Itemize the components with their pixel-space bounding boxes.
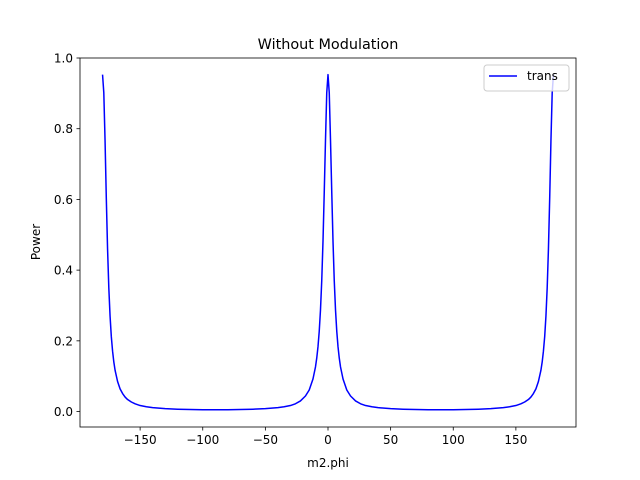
y-tick-label: 0.4 xyxy=(54,264,73,278)
x-tick-label: −100 xyxy=(186,433,219,447)
y-tick-label: 0.0 xyxy=(54,405,73,419)
y-axis-label: Power xyxy=(29,224,43,260)
legend: trans xyxy=(483,64,570,92)
x-tick-label: −50 xyxy=(253,433,278,447)
legend-entry-label: trans xyxy=(527,69,558,83)
x-tick-label: 50 xyxy=(383,433,398,447)
x-tick-label: 100 xyxy=(442,433,465,447)
x-tick-label: 150 xyxy=(504,433,527,447)
y-tick-label: 0.6 xyxy=(54,193,73,207)
legend-box xyxy=(483,64,570,92)
y-tick-label: 1.0 xyxy=(54,52,73,66)
series-line-trans xyxy=(101,73,555,411)
plot-area: −150 −100 −50 0 50 100 150 0.0 0.2 0.4 0.6 0.8 1.0 xyxy=(54,52,577,447)
x-axis-label: m2.phi xyxy=(307,456,349,470)
x-tick-label: −150 xyxy=(124,433,157,447)
chart-title: Without Modulation xyxy=(258,37,399,53)
x-tick-label: 0 xyxy=(324,433,332,447)
y-tick-label: 0.2 xyxy=(54,334,73,348)
y-tick-label: 0.8 xyxy=(54,122,73,136)
